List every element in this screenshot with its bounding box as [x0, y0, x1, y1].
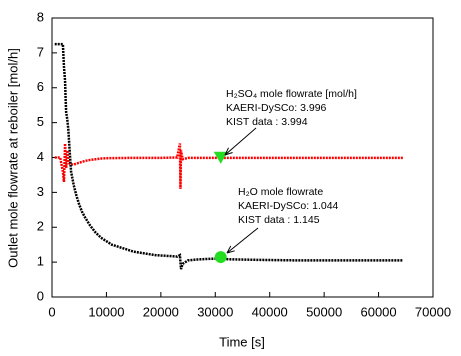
x-tick-label: 20000: [143, 304, 179, 319]
y-axis-label: Outlet mole flowrate at reboiler [mol/h]: [5, 48, 20, 268]
y-tick-label: 7: [37, 44, 44, 59]
x-tick-label: 40000: [252, 304, 288, 319]
x-axis-label: Time [s]: [219, 334, 265, 349]
annotation-arrow-head: [224, 152, 233, 156]
y-tick-label: 0: [37, 288, 44, 303]
x-tick-label: 60000: [360, 304, 396, 319]
y-tick-label: 3: [37, 184, 44, 199]
annotation-text: KAERI-DySCo: 3.996: [226, 102, 327, 114]
x-tick-label: 0: [48, 304, 55, 319]
annotation-text: H₂O mole flowrate: [238, 186, 323, 198]
annotation-text: KIST data : 3.994: [226, 116, 308, 128]
annotation-arrow: [224, 127, 257, 156]
annotation-arrow-head: [226, 250, 235, 254]
y-tick-label: 4: [37, 149, 44, 164]
x-tick-label: 10000: [88, 304, 124, 319]
x-tick-label: 50000: [306, 304, 342, 319]
annotation-arrow: [226, 227, 259, 254]
y-tick-label: 6: [37, 79, 44, 94]
x-tick-label: 70000: [415, 304, 451, 319]
marker-circle: [214, 251, 227, 264]
y-tick-label: 5: [37, 114, 44, 129]
annotation-text: H₂SO₄ mole flowrate [mol/h]: [226, 88, 357, 100]
data-line: [54, 143, 404, 189]
x-tick-label: 30000: [197, 304, 233, 319]
y-tick-label: 8: [37, 9, 44, 24]
annotation-arrow-head: [226, 245, 232, 254]
y-tick-label: 2: [37, 219, 44, 234]
annotation-text: KAERI-DySCo: 1.044: [238, 200, 339, 212]
y-tick-label: 1: [37, 254, 44, 269]
annotation-arrow-head: [224, 147, 229, 156]
annotation-text: KIST data : 1.145: [238, 214, 320, 226]
data-line: [54, 42, 404, 270]
marker-triangle: [213, 151, 228, 164]
